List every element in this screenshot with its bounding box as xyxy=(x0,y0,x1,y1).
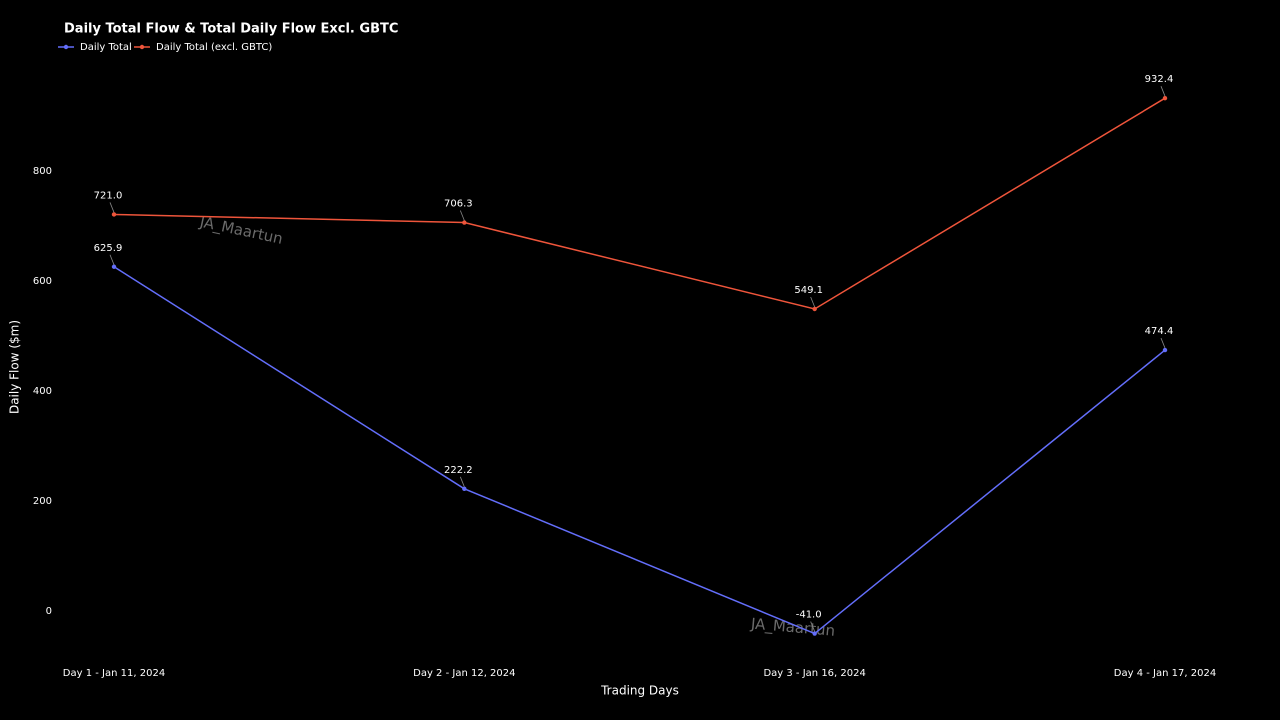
annotation-arrow xyxy=(109,254,115,265)
y-axis-title: Daily Flow ($m) xyxy=(8,320,22,414)
data-label: 706.3 xyxy=(444,199,473,210)
annotation-arrow xyxy=(810,296,816,308)
data-label: 222.2 xyxy=(444,465,473,476)
data-label: 625.9 xyxy=(94,243,123,254)
marker xyxy=(812,631,817,636)
data-label: -41.0 xyxy=(796,610,822,621)
series-line xyxy=(113,97,1166,310)
marker xyxy=(1162,347,1168,353)
data-label: 721.0 xyxy=(94,190,123,201)
legend-marker xyxy=(63,44,69,50)
marker xyxy=(111,264,117,269)
marker xyxy=(812,306,817,312)
annotation-arrow xyxy=(109,202,115,213)
y-tick-label: 600 xyxy=(33,276,52,287)
series-line xyxy=(113,266,1166,635)
x-tick-label: Day 2 - Jan 12, 2024 xyxy=(413,668,515,679)
annotation-arrow xyxy=(1160,86,1166,97)
marker xyxy=(462,486,467,491)
y-tick-label: 800 xyxy=(33,166,52,177)
x-tick-label: Day 3 - Jan 16, 2024 xyxy=(763,668,865,679)
x-tick-label: Day 4 - Jan 17, 2024 xyxy=(1114,668,1216,679)
marker xyxy=(462,220,467,225)
y-tick-label: 400 xyxy=(33,386,52,397)
data-label: 549.1 xyxy=(794,285,823,296)
annotation-arrow xyxy=(459,210,465,221)
data-label: 932.4 xyxy=(1145,74,1174,85)
legend-label: Daily Total (excl. GBTC) xyxy=(156,42,272,53)
y-tick-label: 0 xyxy=(46,606,52,617)
y-tick-label: 200 xyxy=(33,496,52,507)
legend-label: Daily Total xyxy=(80,42,132,53)
legend-marker xyxy=(139,44,145,50)
data-label: 474.4 xyxy=(1145,326,1174,337)
chart-title: Daily Total Flow & Total Daily Flow Excl… xyxy=(64,22,398,37)
annotation-arrow xyxy=(1160,337,1166,349)
marker xyxy=(1162,95,1168,101)
marker xyxy=(111,212,117,217)
x-tick-label: Day 1 - Jan 11, 2024 xyxy=(63,668,165,679)
annotation-arrow xyxy=(459,476,465,487)
annotation-arrow xyxy=(810,621,816,632)
x-axis-title: Trading Days xyxy=(600,684,679,698)
